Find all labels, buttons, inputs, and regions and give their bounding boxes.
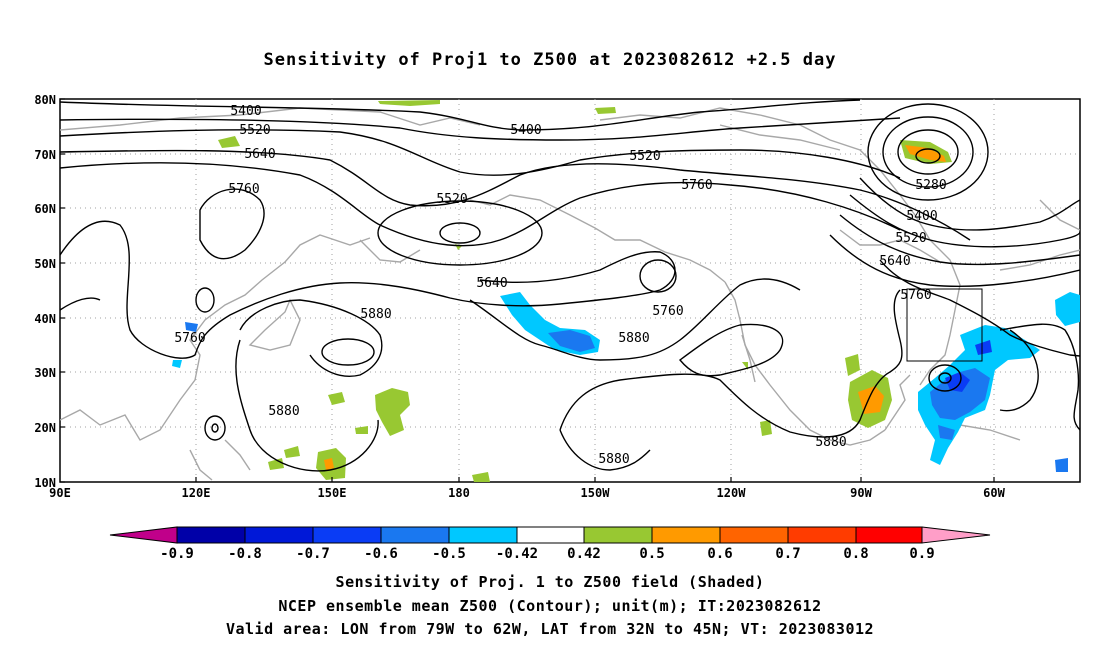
colorbar-segment [583,526,653,544]
contour-label: 5520 [629,149,660,164]
contour-label: 5280 [915,178,946,193]
sensitivity-shading [172,100,1080,482]
lat-label: 10N [34,476,56,490]
lon-label: 120E [182,486,211,500]
z500-contours [60,99,1080,472]
colorbar-segment [516,526,585,544]
valid-area-box [906,288,983,362]
lon-label: 150W [581,486,611,500]
caption-line-2: NCEP ensemble mean Z500 (Contour); unit(… [278,597,822,615]
colorbar-label: 0.42 [567,546,601,562]
lat-label: 50N [34,257,56,271]
colorbar-label: 0.6 [707,546,732,562]
lon-label: 60W [983,486,1005,500]
contour-label: 5400 [230,104,261,119]
contour-labels: 5400 5520 5640 5760 5400 5520 5520 5760 … [174,104,946,467]
colorbar-segment [787,526,857,544]
gridlines [60,99,1080,482]
contour-label: 5520 [239,123,270,138]
lon-label: 90W [850,486,872,500]
tick-marks [60,98,995,483]
colorbar-label: -0.5 [432,546,466,562]
lat-label: 30N [34,366,56,380]
colorbar-segment [176,526,246,544]
contour-label: 5640 [879,254,910,269]
caption-line-3: Valid area: LON from 79W to 62W, LAT fro… [225,620,875,638]
contour-label: 5520 [895,231,926,246]
caption-line-1: Sensitivity of Proj. 1 to Z500 field (Sh… [335,573,765,591]
contour-label: 5880 [598,452,629,467]
colorbar-segment [448,526,518,544]
contour-label: 5400 [510,123,541,138]
colorbar-segment [380,526,450,544]
colorbar-label: -0.7 [296,546,330,562]
lat-label: 70N [34,148,56,162]
lat-label: 20N [34,421,56,435]
colorbar-label: 0.7 [775,546,800,562]
colorbar-segment [651,526,721,544]
colorbar-segment [244,526,314,544]
contour-label: 5640 [244,147,275,162]
colorbar-segment [719,526,789,544]
contour-label: 5520 [436,192,467,207]
lon-label: 120W [717,486,747,500]
contour-label: 5880 [360,307,391,322]
lat-label: 40N [34,312,56,326]
lon-label: 90E [49,486,71,500]
lon-label: 180 [448,486,470,500]
contour-label: 5400 [906,209,937,224]
contour-label: 5880 [815,435,846,450]
lat-label: 60N [34,202,56,216]
colorbar [109,526,991,544]
longitude-labels: 90E 120E 150E 180 150W 120W 90W 60W [49,486,1005,500]
map-frame [59,98,1081,483]
contour-label: 5640 [476,276,507,291]
contour-label: 5760 [900,288,931,303]
contour-label: 5760 [228,182,259,197]
contour-label: 5880 [268,404,299,419]
contour-label: 5760 [174,331,205,346]
colorbar-label: -0.6 [364,546,398,562]
colorbar-label: 0.5 [639,546,664,562]
lat-label: 80N [34,93,56,107]
colorbar-segment [312,526,382,544]
chart-title: Sensitivity of Proj1 to Z500 at 20230826… [263,50,837,70]
lon-label: 150E [318,486,347,500]
contour-label: 5880 [618,331,649,346]
contour-label: 5760 [681,178,712,193]
colorbar-segment [855,526,923,544]
colorbar-label: -0.8 [228,546,262,562]
colorbar-label: 0.8 [843,546,868,562]
colorbar-min-arrow [109,526,178,544]
colorbar-label: -0.42 [496,546,538,562]
colorbar-label: -0.9 [160,546,194,562]
colorbar-label: 0.9 [909,546,934,562]
latitude-labels: 80N 70N 60N 50N 40N 30N 20N 10N [34,93,56,490]
colorbar-max-arrow [921,526,991,544]
contour-label: 5760 [652,304,683,319]
colorbar-labels: -0.9 -0.8 -0.7 -0.6 -0.5 -0.42 0.42 0.5 … [160,546,935,562]
